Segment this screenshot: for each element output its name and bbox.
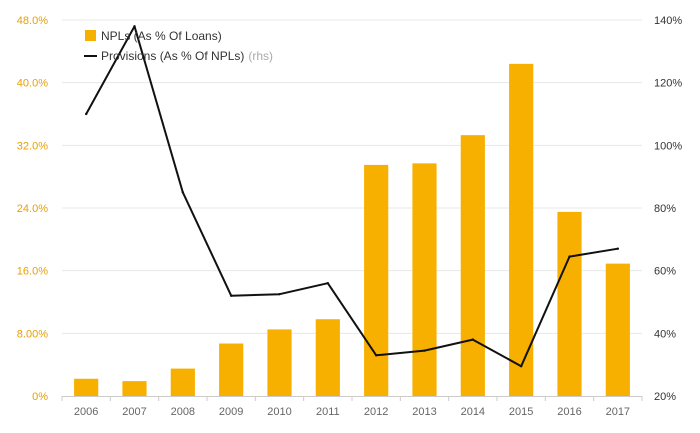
provisions-point-2011 xyxy=(326,282,330,285)
provisions-point-2009 xyxy=(229,294,233,297)
x-tick-label: 2014 xyxy=(461,406,485,418)
legend: NPLs (As % Of Loans) Provisions (As % Of… xyxy=(84,29,273,63)
right-tick-label: 40% xyxy=(654,328,676,340)
legend-rhs-suffix: (rhs) xyxy=(248,49,273,63)
right-tick-label: 100% xyxy=(654,140,682,152)
left-tick-label: 24.0% xyxy=(17,203,48,215)
provisions-point-2006 xyxy=(84,112,88,116)
provisions-point-2010 xyxy=(278,292,281,296)
left-tick-label: 8.00% xyxy=(17,328,48,340)
provisions-line xyxy=(85,25,618,368)
legend-npl-label: NPLs (As % Of Loans) xyxy=(101,29,222,43)
npl-bar-2017 xyxy=(605,263,630,396)
npl-bar-2016 xyxy=(557,211,582,396)
provisions-point-2014 xyxy=(471,338,475,341)
provisions-line-group xyxy=(84,25,620,368)
legend-provisions-name: Provisions (As % Of NPLs) xyxy=(101,49,244,63)
x-tick-label: 2009 xyxy=(219,406,243,418)
npl-bar-2010 xyxy=(267,329,292,396)
left-tick-label: 16.0% xyxy=(17,266,48,278)
provisions-point-2017 xyxy=(616,247,620,250)
npl-bar-2014 xyxy=(460,135,485,396)
left-tick-label: 48.0% xyxy=(17,15,48,27)
right-tick-label: 140% xyxy=(654,15,682,27)
right-tick-label: 20% xyxy=(654,391,676,403)
x-tick-label: 2017 xyxy=(606,406,630,418)
provisions-point-2012 xyxy=(374,354,378,357)
x-axis xyxy=(61,396,643,401)
right-tick-label: 60% xyxy=(654,266,676,278)
provisions-point-2007 xyxy=(133,25,136,28)
npl-bar-2006 xyxy=(74,378,99,396)
right-axis-ticks: 20% 40% 60% 80% 100% 120% 140% xyxy=(654,15,682,403)
npl-bar-2011 xyxy=(315,319,340,396)
npl-bar-2007 xyxy=(122,381,147,396)
npl-bar-2013 xyxy=(412,163,437,396)
x-tick-label: 2011 xyxy=(316,406,340,418)
x-tick-label: 2015 xyxy=(509,406,533,418)
npl-bar-2008 xyxy=(170,368,195,396)
legend-provisions-label: Provisions (As % Of NPLs) (rhs) xyxy=(101,49,273,63)
npl-bar-2015 xyxy=(509,63,534,396)
provisions-point-2013 xyxy=(423,349,426,352)
gridlines xyxy=(62,19,642,334)
x-tick-label: 2008 xyxy=(171,406,195,418)
right-tick-label: 80% xyxy=(654,203,676,215)
left-tick-label: 32.0% xyxy=(17,140,48,152)
npl-bars xyxy=(74,63,630,396)
provisions-point-2008 xyxy=(181,191,185,194)
provisions-point-2015 xyxy=(519,365,523,368)
right-tick-label: 120% xyxy=(654,78,682,90)
npl-bar-2012 xyxy=(364,164,389,396)
x-tick-label: 2007 xyxy=(122,406,146,418)
left-tick-label: 0% xyxy=(32,391,48,403)
x-tick-label: 2013 xyxy=(412,406,436,418)
npl-bar-2009 xyxy=(219,343,244,396)
provisions-point-2016 xyxy=(568,255,571,258)
x-tick-label: 2016 xyxy=(557,406,581,418)
legend-bar-swatch xyxy=(85,30,96,41)
x-axis-ticks: 2006 2007 2008 2009 2010 2011 2012 2013 2014 2015… xyxy=(74,406,630,418)
x-tick-label: 2010 xyxy=(267,406,291,418)
x-tick-label: 2012 xyxy=(364,406,388,418)
left-axis-ticks: 0% 8.00% 16.0% 24.0% 32.0% 40.0% 48.0% xyxy=(17,15,48,403)
left-tick-label: 40.0% xyxy=(17,78,48,90)
x-tick-label: 2006 xyxy=(74,406,98,418)
